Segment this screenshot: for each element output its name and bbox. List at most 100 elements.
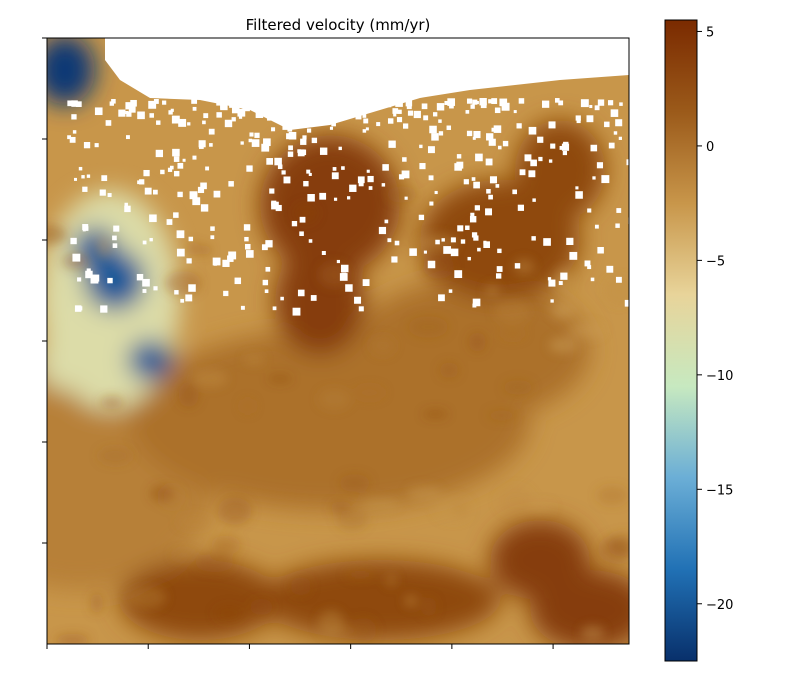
no-data-pixel bbox=[395, 99, 403, 107]
no-data-pixel bbox=[398, 174, 405, 180]
no-data-pixel bbox=[558, 100, 564, 106]
speckle bbox=[349, 617, 377, 643]
velocity-region bbox=[128, 340, 172, 380]
no-data-pixel bbox=[299, 231, 304, 237]
no-data-pixel bbox=[606, 265, 614, 273]
chart-title: Filtered velocity (mm/yr) bbox=[246, 16, 431, 34]
no-data-pixel bbox=[302, 135, 307, 140]
no-data-pixel bbox=[471, 232, 478, 238]
no-data-pixel bbox=[313, 111, 317, 115]
speckle bbox=[422, 254, 455, 280]
no-data-pixel bbox=[237, 108, 246, 117]
no-data-pixel bbox=[261, 143, 270, 152]
no-data-pixel bbox=[279, 119, 283, 124]
no-data-pixel bbox=[615, 223, 620, 228]
y-axis-ticks bbox=[42, 37, 47, 544]
no-data-pixel bbox=[191, 98, 198, 104]
no-data-pixel bbox=[471, 177, 476, 181]
no-data-pixel bbox=[597, 99, 605, 106]
no-data-pixel bbox=[497, 248, 502, 254]
no-data-pixel bbox=[494, 107, 501, 114]
colorbar-tick-label: −10 bbox=[706, 369, 733, 384]
no-data-mask bbox=[67, 38, 629, 316]
no-data-pixel bbox=[501, 102, 510, 111]
no-data-pixel bbox=[331, 172, 339, 180]
no-data-pixel bbox=[421, 103, 428, 110]
no-data-pixel bbox=[144, 187, 152, 195]
no-data-pixel bbox=[427, 146, 435, 154]
no-data-pixel bbox=[354, 296, 362, 304]
velocity-region bbox=[120, 560, 280, 640]
no-data-pixel bbox=[454, 270, 463, 279]
no-data-pixel bbox=[67, 100, 74, 107]
no-data-pixel bbox=[72, 130, 77, 134]
no-data-pixel bbox=[90, 275, 99, 284]
speckle bbox=[503, 380, 533, 395]
no-data-pixel bbox=[223, 290, 229, 297]
no-data-pixel bbox=[554, 98, 560, 103]
no-data-pixel bbox=[70, 237, 77, 245]
speckle bbox=[336, 508, 368, 531]
no-data-pixel bbox=[311, 105, 316, 110]
no-data-pixel bbox=[99, 189, 106, 196]
no-data-pixel bbox=[470, 212, 475, 217]
no-data-pixel bbox=[71, 114, 77, 120]
speckle bbox=[550, 303, 574, 320]
no-data-pixel bbox=[74, 305, 82, 312]
no-data-pixel bbox=[502, 140, 509, 147]
speckle bbox=[404, 594, 418, 608]
no-data-pixel bbox=[67, 135, 72, 140]
no-data-pixel bbox=[316, 106, 321, 111]
no-data-pixel bbox=[433, 112, 438, 117]
speckle bbox=[100, 395, 123, 410]
no-data-pixel bbox=[339, 273, 348, 281]
no-data-pixel bbox=[438, 131, 444, 136]
no-data-pixel bbox=[130, 99, 137, 107]
colorbar-frame bbox=[664, 19, 698, 662]
no-data-pixel bbox=[550, 143, 556, 149]
no-data-pixel bbox=[548, 279, 556, 287]
no-data-pixel bbox=[413, 110, 421, 119]
no-data-pixel bbox=[212, 257, 221, 266]
no-data-pixel bbox=[450, 248, 459, 257]
no-data-pixel bbox=[182, 158, 186, 162]
no-data-pixel bbox=[267, 116, 271, 121]
no-data-pixel bbox=[192, 197, 201, 206]
no-data-pixel bbox=[202, 120, 206, 125]
no-data-pixel bbox=[94, 143, 99, 148]
no-data-pixel bbox=[616, 208, 622, 213]
speckle bbox=[468, 332, 487, 352]
no-data-pixel bbox=[354, 103, 363, 111]
no-data-pixel bbox=[94, 107, 103, 116]
speckle bbox=[193, 369, 228, 388]
no-data-pixel bbox=[340, 264, 349, 273]
no-data-pixel bbox=[438, 294, 445, 302]
no-data-pixel bbox=[427, 260, 436, 269]
no-data-pixel bbox=[576, 118, 581, 124]
no-data-pixel bbox=[428, 175, 434, 181]
no-data-pixel bbox=[166, 219, 173, 225]
no-data-pixel bbox=[418, 214, 425, 221]
speckle bbox=[214, 605, 244, 622]
speckle bbox=[339, 474, 370, 492]
no-data-pixel bbox=[345, 284, 353, 292]
heatmap-image bbox=[47, 38, 629, 644]
no-data-pixel bbox=[358, 306, 364, 312]
no-data-pixel bbox=[271, 98, 276, 103]
no-data-pixel bbox=[310, 295, 317, 301]
no-data-pixel bbox=[148, 100, 157, 109]
no-data-pixel bbox=[248, 138, 253, 143]
no-data-pixel bbox=[107, 277, 113, 284]
no-data-pixel bbox=[419, 163, 426, 170]
no-data-pixel bbox=[216, 112, 222, 118]
speckle bbox=[187, 241, 200, 256]
no-data-pixel bbox=[382, 164, 389, 171]
no-data-pixel bbox=[472, 99, 478, 105]
speckle bbox=[171, 550, 196, 560]
no-data-pixel bbox=[282, 121, 291, 130]
no-data-pixel bbox=[466, 130, 473, 137]
speckle bbox=[293, 202, 318, 224]
no-data-pixel bbox=[483, 241, 490, 248]
no-data-pixel bbox=[82, 224, 89, 231]
